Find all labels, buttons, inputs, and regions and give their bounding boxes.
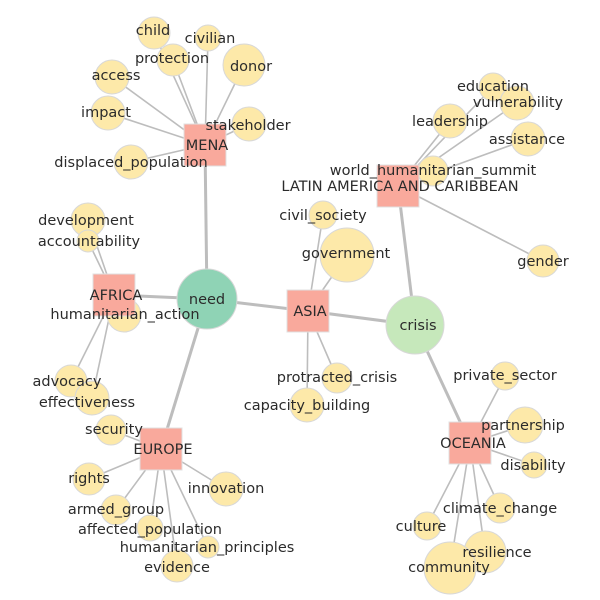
region-node-latam[interactable] <box>376 164 420 208</box>
topic-node-partnership[interactable] <box>506 406 544 444</box>
topic-node-armed_group[interactable] <box>100 494 132 526</box>
topic-node-assistance[interactable] <box>510 121 546 157</box>
hub-label-need: need <box>189 292 225 308</box>
region-label-mena: MENA <box>186 138 229 154</box>
topic-label-partnership: partnership <box>481 418 565 434</box>
region-label-europe: EUROPE <box>133 442 192 458</box>
topic-label-affected_population: affected_population <box>78 522 222 538</box>
topic-node-protection[interactable] <box>156 43 190 77</box>
topic-node-rights[interactable] <box>72 462 106 496</box>
edge-LATAM-gender <box>397 185 544 262</box>
topic-node-civilian[interactable] <box>194 24 222 52</box>
topic-label-armed_group: armed_group <box>68 502 164 518</box>
topic-label-impact: impact <box>81 105 131 121</box>
topic-node-security[interactable] <box>95 414 127 446</box>
hub-node-need[interactable] <box>176 268 238 330</box>
topic-node-evidence[interactable] <box>160 549 194 583</box>
topic-label-displaced_population: displaced_population <box>54 155 207 171</box>
node-layer <box>54 16 560 595</box>
topic-label-development: development <box>38 213 134 229</box>
topic-label-education: education <box>457 79 529 95</box>
region-node-mena[interactable] <box>183 123 227 167</box>
topic-label-civil_society: civil_society <box>279 208 367 224</box>
topic-label-vulnerability: vulnerability <box>473 95 564 111</box>
topic-node-affected_population[interactable] <box>136 514 164 542</box>
region-node-africa[interactable] <box>92 273 136 317</box>
topic-label-stakeholder: stakeholder <box>205 118 290 134</box>
region-label-latam: LATIN AMERICA AND CARIBBEAN <box>281 179 518 195</box>
topic-node-humanitarian_principles[interactable] <box>196 535 220 559</box>
topic-node-access[interactable] <box>94 59 130 95</box>
region-label-africa: AFRICA <box>90 288 143 304</box>
topic-label-world_humanitarian_summit: world_humanitarian_summit <box>330 163 537 179</box>
topic-node-education[interactable] <box>478 72 508 102</box>
topic-node-capacity_building[interactable] <box>289 387 325 423</box>
topic-label-civilian: civilian <box>185 31 236 47</box>
topic-node-civil_society[interactable] <box>308 200 338 230</box>
topic-label-effectiveness: effectiveness <box>39 395 135 411</box>
topic-node-culture[interactable] <box>412 511 442 541</box>
topic-label-assistance: assistance <box>489 132 565 148</box>
topic-node-private_sector[interactable] <box>490 361 520 391</box>
topic-node-child[interactable] <box>137 16 171 50</box>
region-node-europe[interactable] <box>139 427 183 471</box>
region-node-asia[interactable] <box>286 289 330 333</box>
region-label-oceania: OCEANIA <box>440 436 506 452</box>
topic-label-accountability: accountability <box>38 234 141 250</box>
topic-label-gender: gender <box>517 254 568 270</box>
topic-node-protracted_crisis[interactable] <box>321 362 353 394</box>
topic-label-private_sector: private_sector <box>453 368 557 384</box>
topic-node-community[interactable] <box>423 541 477 595</box>
topic-label-capacity_building: capacity_building <box>244 398 371 414</box>
topic-node-impact[interactable] <box>90 95 126 131</box>
hub-label-crisis: crisis <box>399 318 436 334</box>
topic-label-resilience: resilience <box>462 545 531 561</box>
topic-node-donor[interactable] <box>222 43 266 87</box>
topic-label-protection: protection <box>135 51 209 67</box>
topic-node-government[interactable] <box>319 227 375 283</box>
topic-label-rights: rights <box>68 471 110 487</box>
topic-label-security: security <box>85 422 143 438</box>
topic-label-community: community <box>408 560 490 576</box>
topic-label-access: access <box>92 68 141 84</box>
topic-node-leadership[interactable] <box>432 103 468 139</box>
region-node-oceania[interactable] <box>448 421 492 465</box>
topic-node-accountability[interactable] <box>76 229 100 253</box>
topic-node-stakeholder[interactable] <box>231 106 267 142</box>
topic-label-protracted_crisis: protracted_crisis <box>277 370 397 386</box>
region-label-asia: ASIA <box>293 304 326 320</box>
topic-label-child: child <box>136 23 170 39</box>
topic-label-donor: donor <box>230 59 272 75</box>
topic-node-effectiveness[interactable] <box>74 380 110 416</box>
topic-label-culture: culture <box>396 519 447 535</box>
topic-label-humanitarian_action: humanitarian_action <box>50 307 199 323</box>
label-layer: child civilian protection donor access impact… <box>33 23 569 576</box>
topic-label-humanitarian_principles: humanitarian_principles <box>120 540 295 556</box>
topic-node-innovation[interactable] <box>208 471 244 507</box>
topic-label-climate_change: climate_change <box>443 501 557 517</box>
topic-node-climate_change[interactable] <box>484 492 516 524</box>
topic-label-evidence: evidence <box>144 560 210 576</box>
topic-label-disability: disability <box>500 458 566 474</box>
topic-node-vulnerability[interactable] <box>499 85 535 121</box>
hub-node-crisis[interactable] <box>385 295 445 355</box>
topic-node-displaced_population[interactable] <box>113 144 149 180</box>
topic-label-innovation: innovation <box>188 481 265 497</box>
topic-label-advocacy: advocacy <box>33 374 102 390</box>
topic-node-gender[interactable] <box>526 244 560 278</box>
topic-label-leadership: leadership <box>412 114 488 130</box>
topic-node-disability[interactable] <box>520 451 548 479</box>
topic-label-government: government <box>302 246 391 262</box>
